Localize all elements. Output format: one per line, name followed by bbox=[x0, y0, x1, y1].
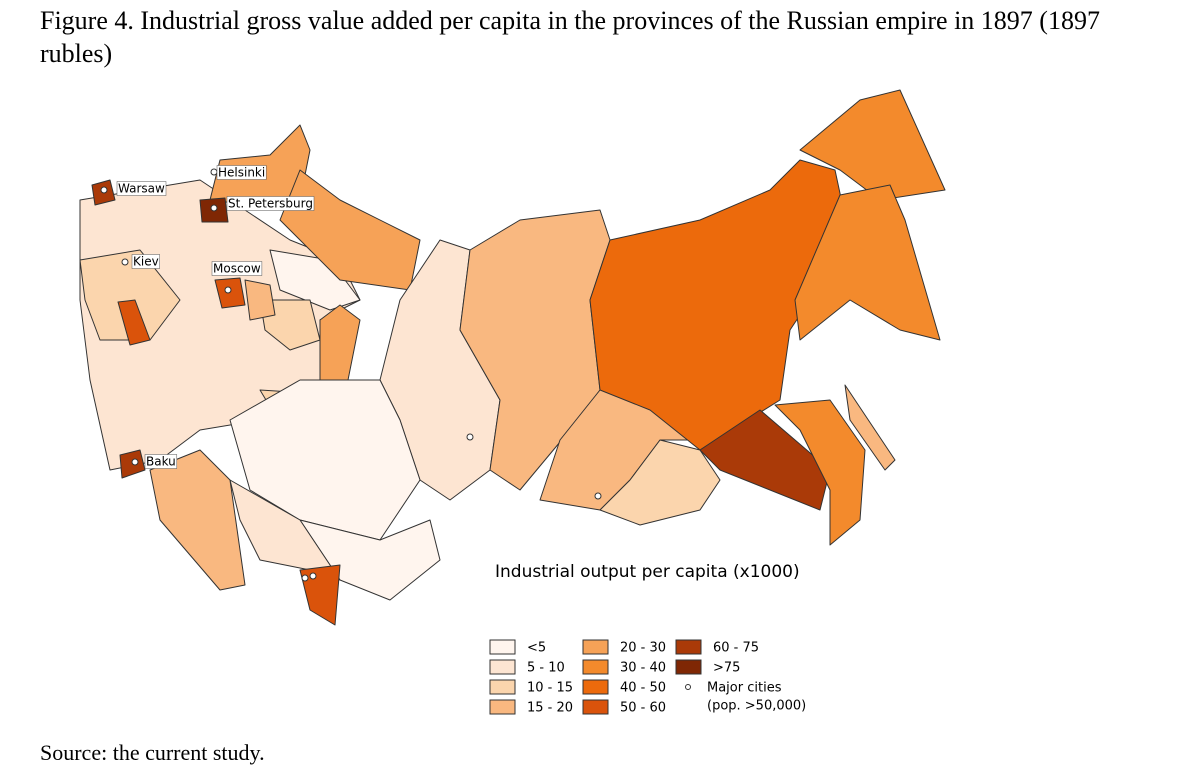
city-label-box bbox=[131, 254, 160, 269]
legend-swatch bbox=[675, 659, 702, 675]
region bbox=[319, 304, 361, 396]
legend-label: 5 - 10 bbox=[527, 661, 565, 676]
region bbox=[699, 409, 831, 511]
region bbox=[229, 379, 421, 541]
regions bbox=[79, 89, 946, 626]
city-label: Baku bbox=[146, 455, 176, 469]
region bbox=[774, 399, 866, 546]
legend-swatch bbox=[489, 699, 516, 715]
legend-swatch bbox=[582, 679, 609, 695]
city-dot bbox=[466, 433, 474, 441]
source-note: Source: the current study. bbox=[40, 740, 265, 765]
region bbox=[244, 279, 276, 321]
legend-swatch bbox=[582, 699, 609, 715]
region bbox=[794, 184, 941, 341]
legend-label: 10 - 15 bbox=[527, 681, 573, 696]
legend-label: Major cities bbox=[707, 681, 782, 696]
region bbox=[117, 299, 151, 346]
legend: Industrial output per capita (x1000) <5 5… bbox=[489, 562, 806, 716]
city-label-box bbox=[216, 165, 267, 180]
region bbox=[844, 384, 896, 471]
legend-label: 20 - 30 bbox=[620, 641, 666, 656]
legend-label: (pop. >50,000) bbox=[707, 699, 806, 714]
city-label: St. Petersburg bbox=[228, 197, 313, 211]
figure-title: Figure 4. Industrial gross value added p… bbox=[40, 6, 1100, 68]
legend-label: >75 bbox=[713, 661, 740, 676]
city-label-box bbox=[144, 454, 178, 469]
region bbox=[299, 564, 341, 626]
legend-swatch bbox=[489, 679, 516, 695]
city-label-box bbox=[226, 196, 315, 211]
legend-swatch bbox=[582, 659, 609, 675]
city-dot bbox=[131, 458, 139, 466]
legend-swatch bbox=[582, 639, 609, 655]
region bbox=[214, 277, 246, 309]
city-label: Moscow bbox=[213, 262, 261, 276]
legend-label: 60 - 75 bbox=[713, 641, 759, 656]
legend-title: Industrial output per capita (x1000) bbox=[495, 562, 800, 582]
legend-city-marker bbox=[685, 684, 691, 690]
city-dot bbox=[309, 572, 317, 580]
city-label-box bbox=[116, 181, 167, 196]
legend-label: 30 - 40 bbox=[620, 661, 666, 676]
legend-label: 50 - 60 bbox=[620, 701, 666, 716]
legend-label: 15 - 20 bbox=[527, 701, 573, 716]
legend-label: <5 bbox=[527, 641, 546, 656]
legend-swatch bbox=[489, 639, 516, 655]
city-dot bbox=[100, 186, 108, 194]
city-labels: Warsaw Helsinki St. Petersburg Kiev Moscow Ba… bbox=[116, 165, 315, 469]
region bbox=[599, 439, 721, 526]
city-dot bbox=[121, 258, 129, 266]
city-dot bbox=[210, 204, 218, 212]
region bbox=[279, 169, 421, 291]
city-dot bbox=[301, 574, 309, 582]
region bbox=[799, 89, 946, 201]
legend-label: 40 - 50 bbox=[620, 681, 666, 696]
legend-swatch bbox=[675, 639, 702, 655]
city-label: Kiev bbox=[133, 255, 159, 269]
region bbox=[149, 449, 246, 591]
city-dot bbox=[594, 492, 602, 500]
city-dot bbox=[210, 168, 218, 176]
city-dots bbox=[100, 168, 602, 582]
legend-swatch bbox=[489, 659, 516, 675]
city-dot bbox=[224, 286, 232, 294]
city-label: Helsinki bbox=[218, 166, 265, 180]
city-label-box bbox=[211, 261, 263, 276]
city-label: Warsaw bbox=[118, 182, 165, 196]
